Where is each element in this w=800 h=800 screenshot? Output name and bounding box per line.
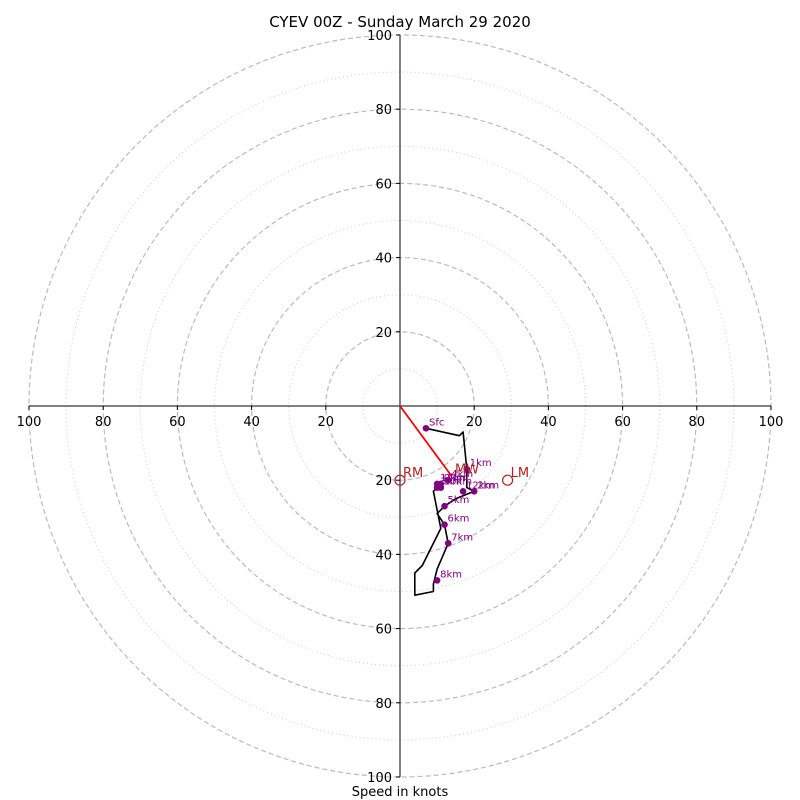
- height-point: [441, 502, 448, 510]
- shear-vector: [399, 405, 453, 478]
- height-point: [433, 480, 441, 488]
- tick-label: 40: [540, 415, 557, 430]
- height-label: 4km: [451, 469, 473, 480]
- tick-label: 20: [318, 415, 335, 430]
- height-point: [441, 521, 448, 529]
- tick-label: 80: [375, 697, 392, 712]
- tick-label: 40: [375, 548, 392, 563]
- motion-point: [394, 474, 406, 486]
- motion-label: RM: [403, 466, 423, 481]
- height-point: [470, 488, 478, 495]
- height-label: 9km: [444, 473, 466, 484]
- height-point: [444, 476, 452, 484]
- height-label: 11km: [440, 473, 468, 484]
- tick-label: 60: [614, 415, 631, 430]
- tick-label: 40: [243, 415, 260, 430]
- height-label: 10km: [444, 477, 472, 488]
- tick-label: 20: [466, 415, 483, 430]
- tick-label: 80: [95, 415, 112, 430]
- height-label: 3km: [440, 477, 462, 488]
- motion-label: LM: [511, 466, 529, 481]
- motion-label: MW: [455, 462, 479, 477]
- height-label: 6km: [448, 514, 470, 525]
- tick-label: 100: [17, 415, 42, 430]
- height-label: 8km: [440, 569, 462, 580]
- tick-label: 80: [689, 415, 706, 430]
- tick-label: 100: [759, 415, 784, 430]
- chart-title: CYEV 00Z - Sunday March 29 2020: [269, 13, 531, 31]
- height-point: [422, 424, 430, 432]
- height-label: 5km: [448, 495, 470, 506]
- tick-label: 60: [375, 623, 392, 638]
- tick-label: 100: [367, 771, 392, 786]
- tick-label: 60: [375, 177, 392, 192]
- height-point: [433, 577, 441, 584]
- tick-label: 20: [375, 326, 392, 341]
- x-axis-label: Speed in knots: [352, 785, 449, 800]
- tick-label: 80: [375, 103, 392, 118]
- shear-line: [399, 405, 453, 478]
- tick-label: 40: [375, 252, 392, 267]
- height-point: [459, 488, 467, 495]
- height-point: [463, 465, 471, 473]
- height-label: 1km: [470, 458, 492, 469]
- height-point: [444, 539, 452, 547]
- tick-label: 100: [367, 29, 392, 44]
- tick-label: 60: [169, 415, 186, 430]
- tick-label: 20: [375, 474, 392, 489]
- height-label: Sfc: [429, 417, 444, 428]
- height-label: 2km: [477, 480, 499, 491]
- height-label: 7km: [451, 532, 473, 543]
- axis-ticks: 20 40 60 80 100 20 40 60 80 100 20 40 60 80 100 20 40 60 8…: [17, 29, 784, 786]
- storm-motion-markers: RM MW LM: [394, 462, 529, 486]
- height-label: 12km: [466, 480, 494, 491]
- motion-point: [501, 474, 514, 486]
